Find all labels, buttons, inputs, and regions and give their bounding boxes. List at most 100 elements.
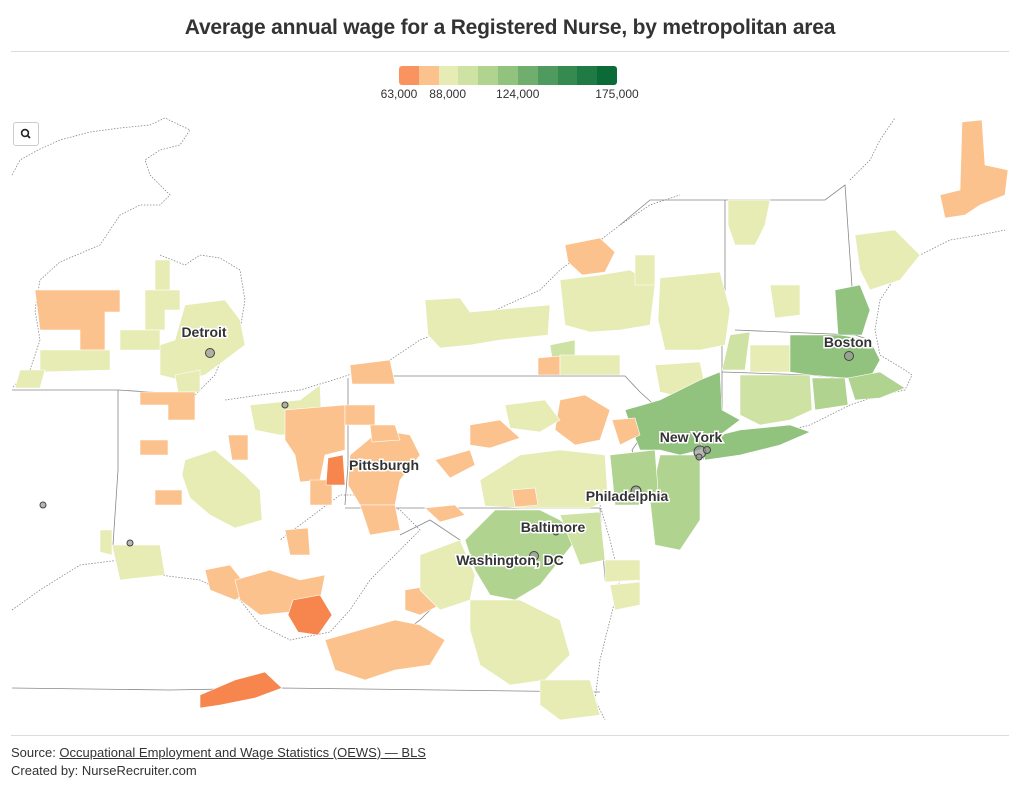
metro-area [369, 424, 401, 443]
metro-area [139, 391, 196, 421]
boundary-ky-tn [11, 687, 601, 693]
metro-area [144, 289, 181, 331]
metro-area [424, 504, 466, 523]
marker-baltimore [552, 528, 560, 536]
legend-swatch [399, 66, 419, 85]
legend-swatch [478, 66, 499, 85]
metro-area [434, 449, 476, 479]
metro-area [119, 329, 161, 351]
metro-markers[interactable] [39, 348, 854, 561]
marker-cincinnati [126, 539, 134, 547]
coastline-north [849, 117, 896, 181]
city-label: Detroit [181, 324, 226, 340]
metro-area [111, 544, 166, 581]
metro-area [14, 369, 46, 389]
legend-swatch [517, 66, 538, 85]
marker-boston [844, 351, 854, 361]
created-by: Created by: NurseRecruiter.com [11, 763, 197, 778]
metro-area [287, 594, 333, 636]
city-label: Pittsburgh [349, 457, 419, 473]
legend-swatch [577, 66, 598, 85]
metro-area [139, 439, 169, 456]
boundary-pa-ny [388, 375, 641, 393]
legend-swatches [399, 66, 617, 85]
legend-swatch [557, 66, 578, 85]
metro-area [154, 259, 171, 291]
city-label: Baltimore [521, 519, 586, 535]
metro-area [284, 527, 311, 556]
metro-area [699, 424, 811, 461]
metro-area [154, 489, 183, 506]
coastline-atlantic [699, 229, 1006, 461]
coastline-chesapeake [594, 504, 621, 721]
legend-swatch [597, 66, 617, 85]
city-labels: Detroit Pittsburgh Boston New York Phila… [180, 323, 874, 570]
source-link[interactable]: Occupational Employment and Wage Statist… [59, 745, 426, 760]
marker-indianapolis [39, 501, 47, 509]
metro-area [609, 449, 659, 506]
metro-area [537, 355, 561, 376]
metro-areas[interactable] [14, 119, 1009, 721]
marker-new-york-3 [695, 453, 703, 461]
wage-map[interactable]: Detroit Pittsburgh Boston New York Phila… [0, 110, 1020, 725]
metro-area [727, 199, 771, 246]
metro-area [504, 399, 561, 433]
footer-divider [11, 735, 1009, 736]
metro-area [479, 449, 609, 509]
metro-area [349, 359, 396, 385]
metro-area [559, 269, 656, 333]
title-divider [11, 51, 1009, 52]
metro-area [99, 529, 113, 556]
metro-area [634, 254, 656, 286]
metro-area [609, 581, 641, 611]
metro-area [511, 487, 539, 508]
legend-label: 124,000 [496, 87, 540, 101]
metro-area [174, 369, 201, 393]
metro-area [181, 449, 263, 529]
metro-area [749, 344, 791, 373]
metro-area [811, 377, 849, 411]
marker-detroit [205, 348, 215, 358]
boundary-oh-pa [344, 378, 349, 506]
city-label: Philadelphia [586, 488, 669, 504]
metro-area [344, 404, 376, 426]
zoom-search-button[interactable] [13, 122, 39, 146]
metro-area [424, 297, 551, 349]
metro-area [39, 349, 111, 373]
source-line: Source: Occupational Employment and Wage… [11, 744, 426, 762]
metro-area [469, 419, 521, 449]
boundary-ny-north [619, 199, 725, 226]
boundary-in-oh [112, 390, 119, 546]
metro-area [834, 284, 871, 336]
metro-area [199, 671, 283, 709]
legend-label: 175,000 [595, 87, 639, 101]
metro-area [159, 299, 246, 381]
legend-swatch [498, 66, 518, 85]
marker-cleveland [281, 401, 289, 409]
metro-area [847, 371, 906, 401]
metro-area [324, 619, 446, 681]
metro-area [769, 284, 801, 319]
metro-area [564, 237, 616, 276]
legend-label: 63,000 [380, 87, 418, 101]
legend-label: 88,000 [429, 87, 467, 101]
metro-area [325, 454, 346, 486]
metro-area [739, 374, 813, 426]
footer: Source: Occupational Employment and Wage… [11, 744, 426, 780]
metro-area [554, 394, 611, 446]
search-icon [20, 128, 31, 139]
marker-philadelphia [630, 485, 642, 497]
legend-swatch [418, 66, 439, 85]
legend-swatch [458, 66, 479, 85]
color-legend [399, 66, 617, 86]
marker-new-york-2 [703, 446, 711, 454]
chart-title: Average annual wage for a Registered Nur… [184, 16, 836, 39]
metro-area [34, 289, 121, 351]
metro-area [227, 434, 249, 461]
marker-washington [529, 551, 539, 561]
metro-area [939, 119, 1009, 219]
metro-area [309, 479, 333, 506]
source-prefix: Source: [11, 745, 60, 760]
metro-area [359, 504, 401, 536]
legend-swatch [438, 66, 459, 85]
